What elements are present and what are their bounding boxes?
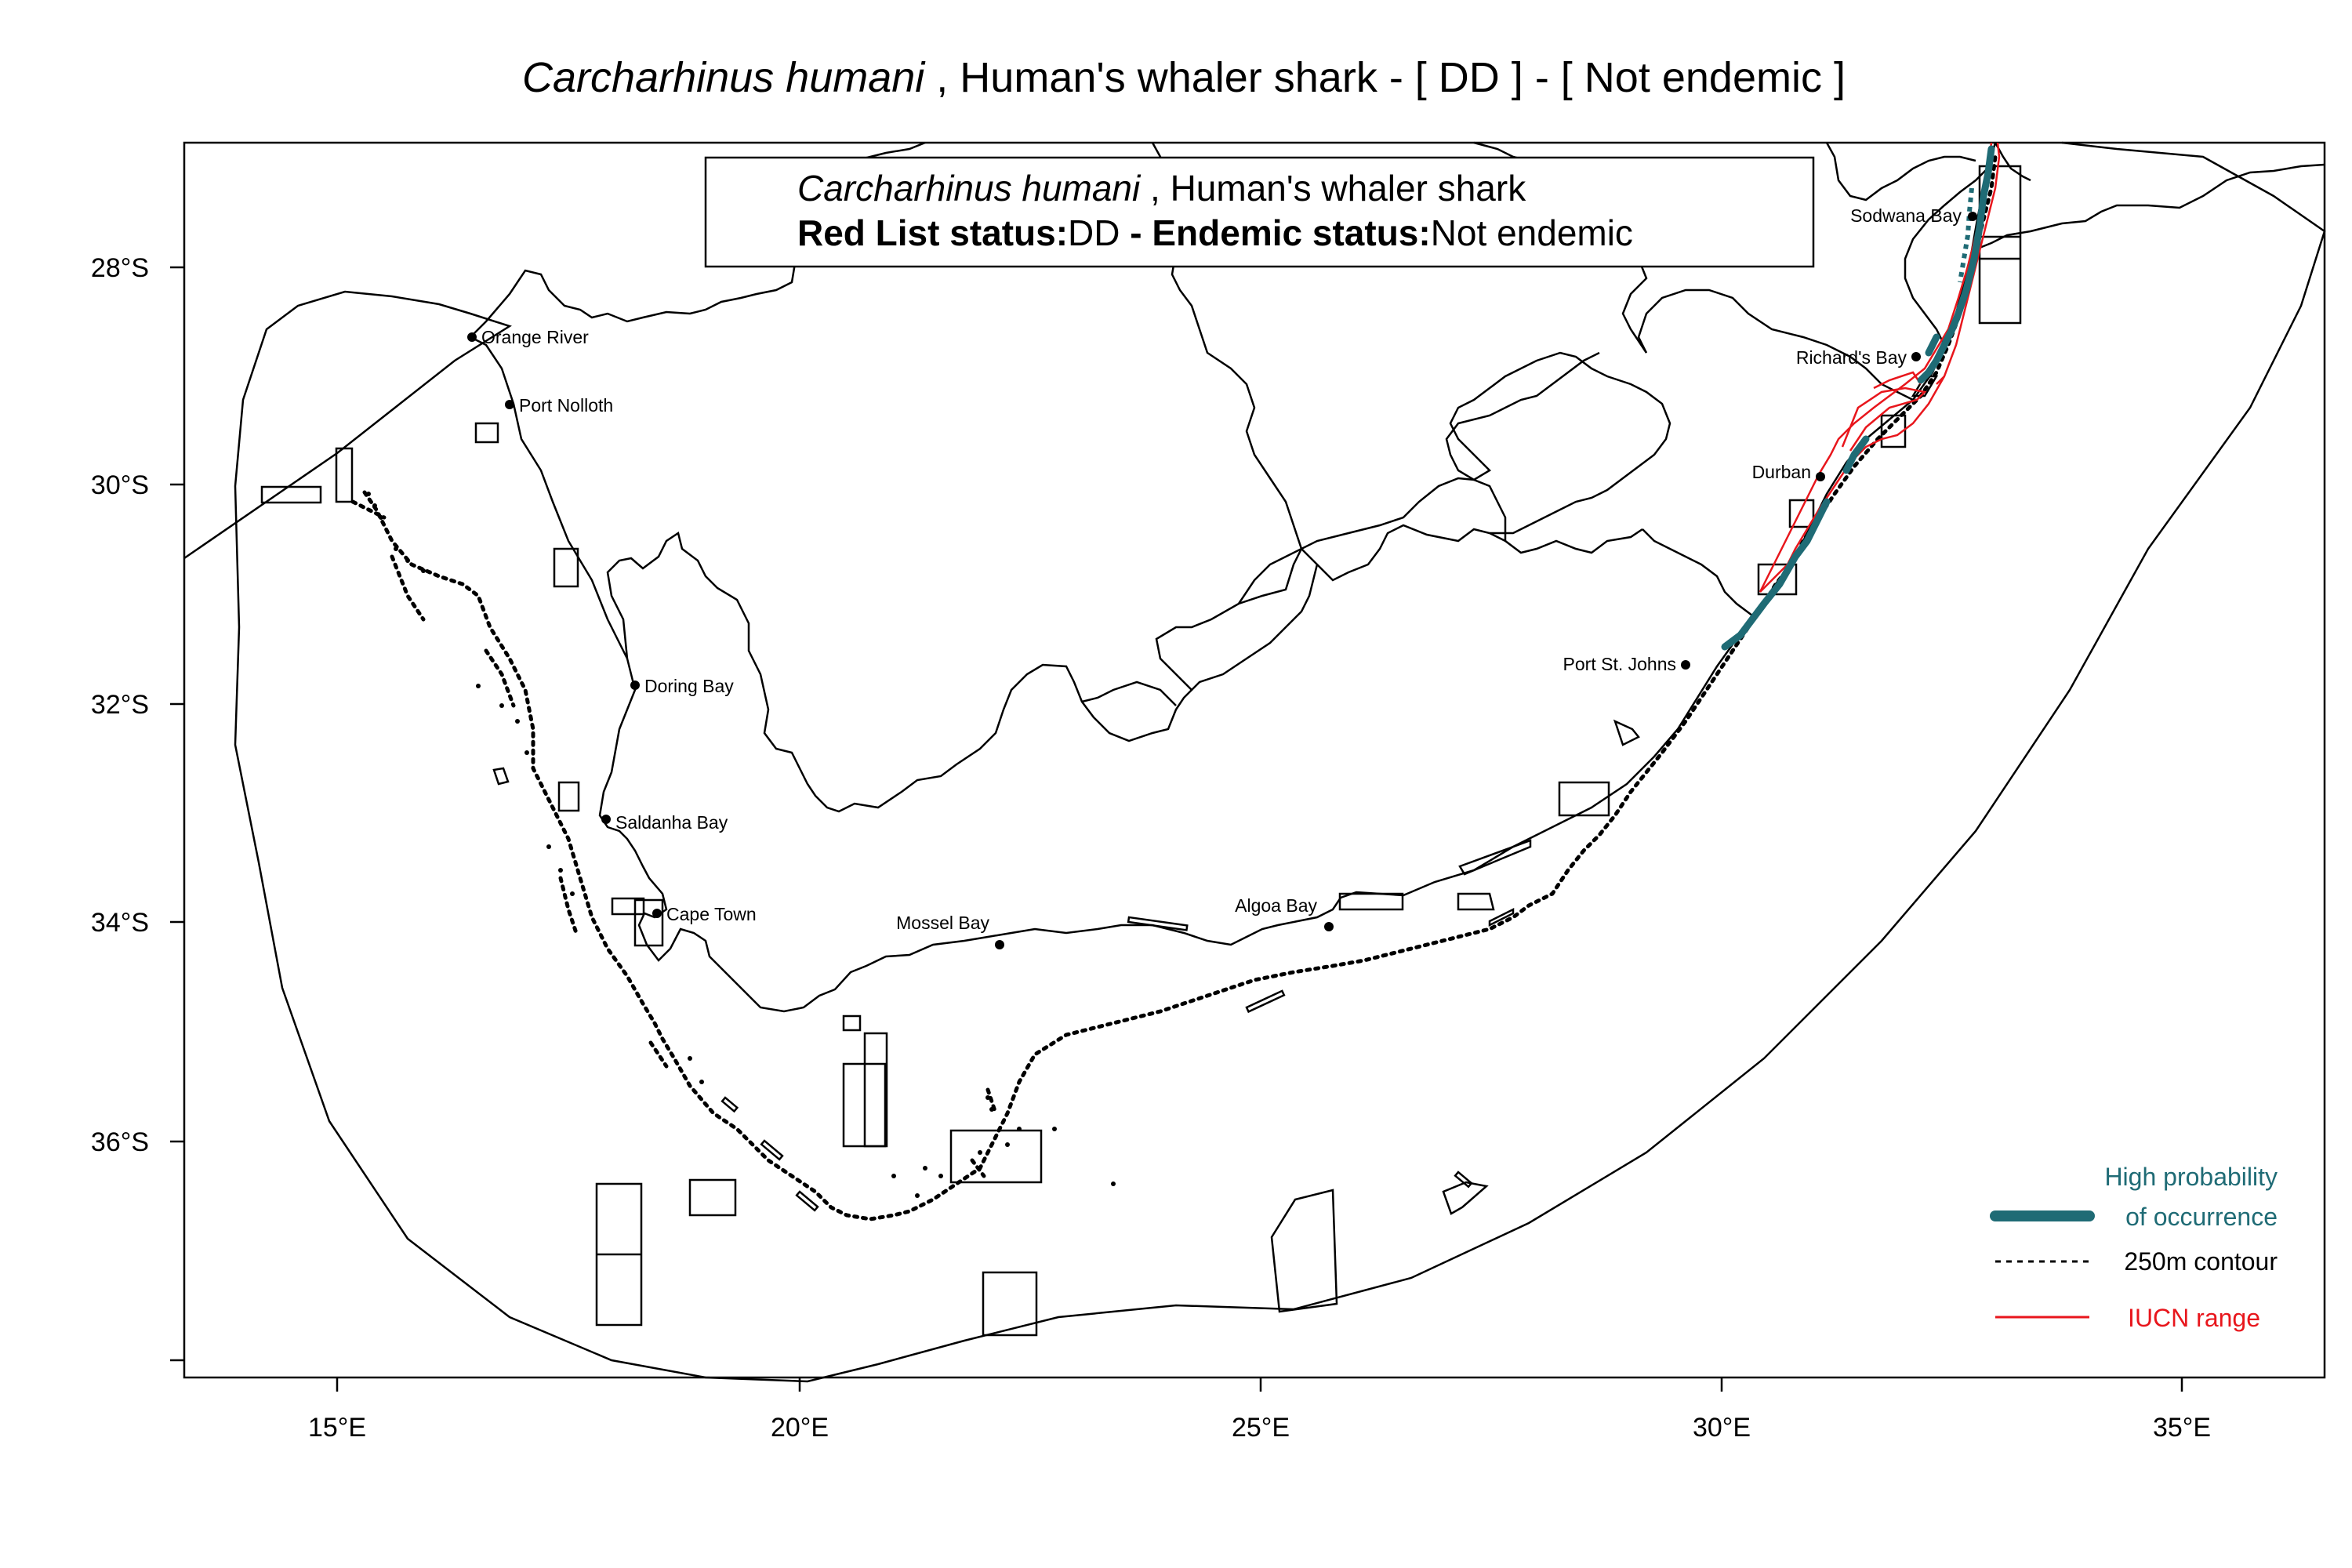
- info-endemic-value: Not endemic: [1431, 212, 1633, 253]
- legend-iucn-label: IUCN range: [2128, 1304, 2260, 1332]
- place-markers: [467, 212, 1977, 949]
- legend-contour-label: 250m contour: [2124, 1247, 2278, 1276]
- x-tick-label: 35°E: [2153, 1413, 2211, 1443]
- title-rest: , Human's whaler shark - [ DD ] - [ Not …: [924, 54, 1846, 101]
- info-species: Carcharhinus humani: [797, 168, 1142, 209]
- place-label-mossel-bay: Mossel Bay: [896, 913, 989, 933]
- provincial-borders: [470, 141, 2325, 813]
- y-axis-labels: 28°S 30°S 32°S 34°S 36°S: [91, 253, 149, 1157]
- legend-high-prob-line2: of occurrence: [2125, 1203, 2278, 1231]
- place-labels: Orange River Port Nolloth Doring Bay Sal…: [481, 205, 1962, 933]
- high-probability-occurrence: [1721, 145, 1995, 651]
- legend: High probability of occurrence 250m cont…: [1990, 1163, 2278, 1332]
- place-label-durban: Durban: [1752, 462, 1811, 482]
- marker-richards-bay: [1911, 352, 1921, 361]
- marker-mossel-bay: [995, 940, 1004, 949]
- x-tick-label: 20°E: [771, 1413, 829, 1443]
- marker-port-st-johns: [1681, 660, 1690, 670]
- info-endemic-label: - Endemic status:: [1120, 212, 1431, 253]
- marker-algoa-bay: [1324, 922, 1334, 931]
- y-tick-label: 28°S: [91, 253, 149, 283]
- y-axis: [170, 266, 184, 1362]
- x-tick-label: 25°E: [1232, 1413, 1290, 1443]
- x-axis: [336, 1377, 2183, 1392]
- marker-saldanha-bay: [601, 815, 611, 824]
- info-common-name: , Human's whaler shark: [1140, 168, 1526, 209]
- plot-frame: [183, 141, 2326, 1379]
- eez-boundary: [183, 141, 2326, 1383]
- protected-areas: [260, 165, 2022, 1337]
- info-box-species-line: Carcharhinus humani , Human's whaler sha…: [797, 168, 1526, 209]
- place-label-port-nolloth: Port Nolloth: [519, 395, 613, 416]
- map-title: Carcharhinus humani , Human's whaler sha…: [522, 54, 1846, 101]
- place-label-doring-bay: Doring Bay: [644, 676, 734, 696]
- legend-high-prob-line1: High probability: [2104, 1163, 2278, 1191]
- info-box: [704, 156, 1815, 268]
- place-label-cape-town: Cape Town: [666, 904, 757, 924]
- marker-durban: [1816, 472, 1825, 481]
- place-label-orange-river: Orange River: [481, 327, 589, 347]
- marker-cape-town: [652, 909, 662, 918]
- marker-orange-river: [467, 332, 477, 342]
- y-tick-label: 34°S: [91, 908, 149, 938]
- y-tick-label: 36°S: [91, 1127, 149, 1157]
- place-label-algoa-bay: Algoa Bay: [1235, 895, 1317, 916]
- x-tick-label: 15°E: [308, 1413, 366, 1443]
- title-species: Carcharhinus humani: [522, 54, 926, 101]
- place-label-port-st-johns: Port St. Johns: [1563, 654, 1676, 674]
- offshore-contour-fragments: [366, 492, 1116, 1198]
- place-label-sodwana-bay: Sodwana Bay: [1850, 205, 1962, 226]
- marker-port-nolloth: [505, 400, 514, 409]
- marker-doring-bay: [630, 681, 640, 690]
- marker-sodwana-bay: [1968, 212, 1977, 221]
- x-axis-labels: 15°E 20°E 25°E 30°E 35°E: [308, 1413, 2211, 1443]
- info-redlist-value: DD: [1068, 212, 1120, 253]
- place-label-saldanha-bay: Saldanha Bay: [615, 812, 728, 833]
- place-label-richards-bay: Richard's Bay: [1796, 347, 1907, 368]
- x-tick-label: 30°E: [1693, 1413, 1751, 1443]
- info-box-status-line: Red List status:DD - Endemic status:Not …: [797, 212, 1633, 253]
- info-redlist-label: Red List status:: [797, 212, 1068, 253]
- high-probability-dots: [1777, 187, 1974, 583]
- y-tick-label: 32°S: [91, 690, 149, 720]
- y-tick-label: 30°S: [91, 470, 149, 500]
